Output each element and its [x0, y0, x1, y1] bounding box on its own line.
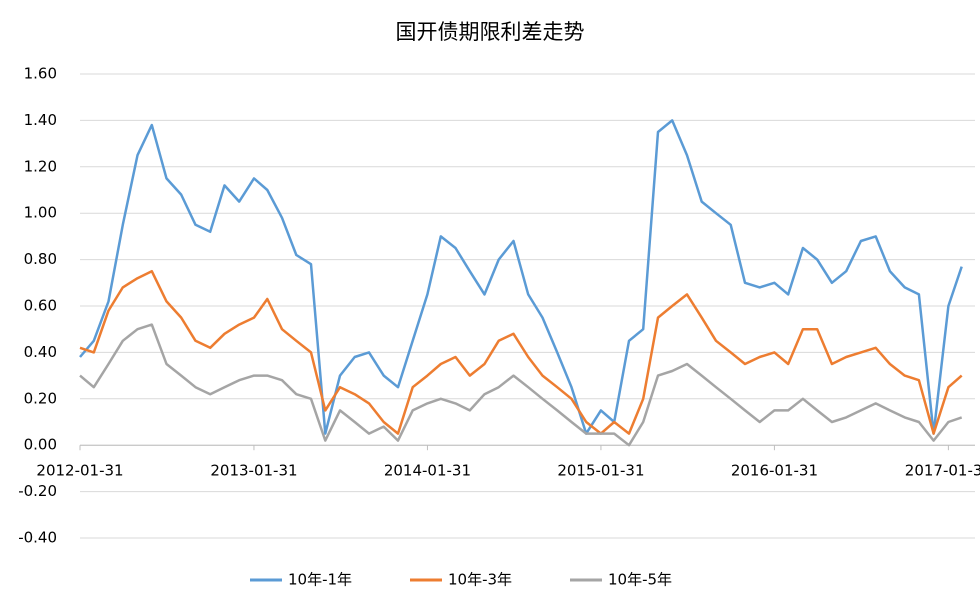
series-line [79, 323, 963, 447]
legend-label: 10年-3年 [448, 571, 512, 589]
y-tick-label: 1.60 [24, 65, 57, 83]
y-tick-label: 0.60 [24, 297, 57, 315]
legend-label: 10年-5年 [608, 571, 672, 589]
series-line [79, 269, 963, 435]
y-tick-label: -0.20 [18, 482, 57, 500]
y-tick-label: 1.40 [24, 111, 57, 129]
x-tick-label: 2012-01-31 [36, 462, 123, 480]
x-tick-label: 2015-01-31 [557, 462, 644, 480]
y-tick-label: 0.40 [24, 343, 57, 361]
y-tick-label: 0.00 [24, 436, 57, 454]
y-tick-label: 0.20 [24, 389, 57, 407]
x-tick-label: 2016-01-31 [731, 462, 818, 480]
x-tick-label: 2013-01-31 [210, 462, 297, 480]
legend-label: 10年-1年 [288, 571, 352, 589]
x-tick-label: 2017-01-31 [905, 462, 980, 480]
y-tick-label: 1.00 [24, 204, 57, 222]
x-tick-label: 2014-01-31 [384, 462, 471, 480]
series-line [79, 119, 963, 435]
legend-item: 10年-5年 [570, 571, 672, 589]
legend-item: 10年-1年 [250, 571, 352, 589]
legend-item: 10年-3年 [410, 571, 512, 589]
y-tick-label: 1.20 [24, 157, 57, 175]
chart-title: 国开债期限利差走势 [396, 20, 585, 44]
y-tick-label: -0.40 [18, 529, 57, 547]
y-tick-label: 0.80 [24, 250, 57, 268]
